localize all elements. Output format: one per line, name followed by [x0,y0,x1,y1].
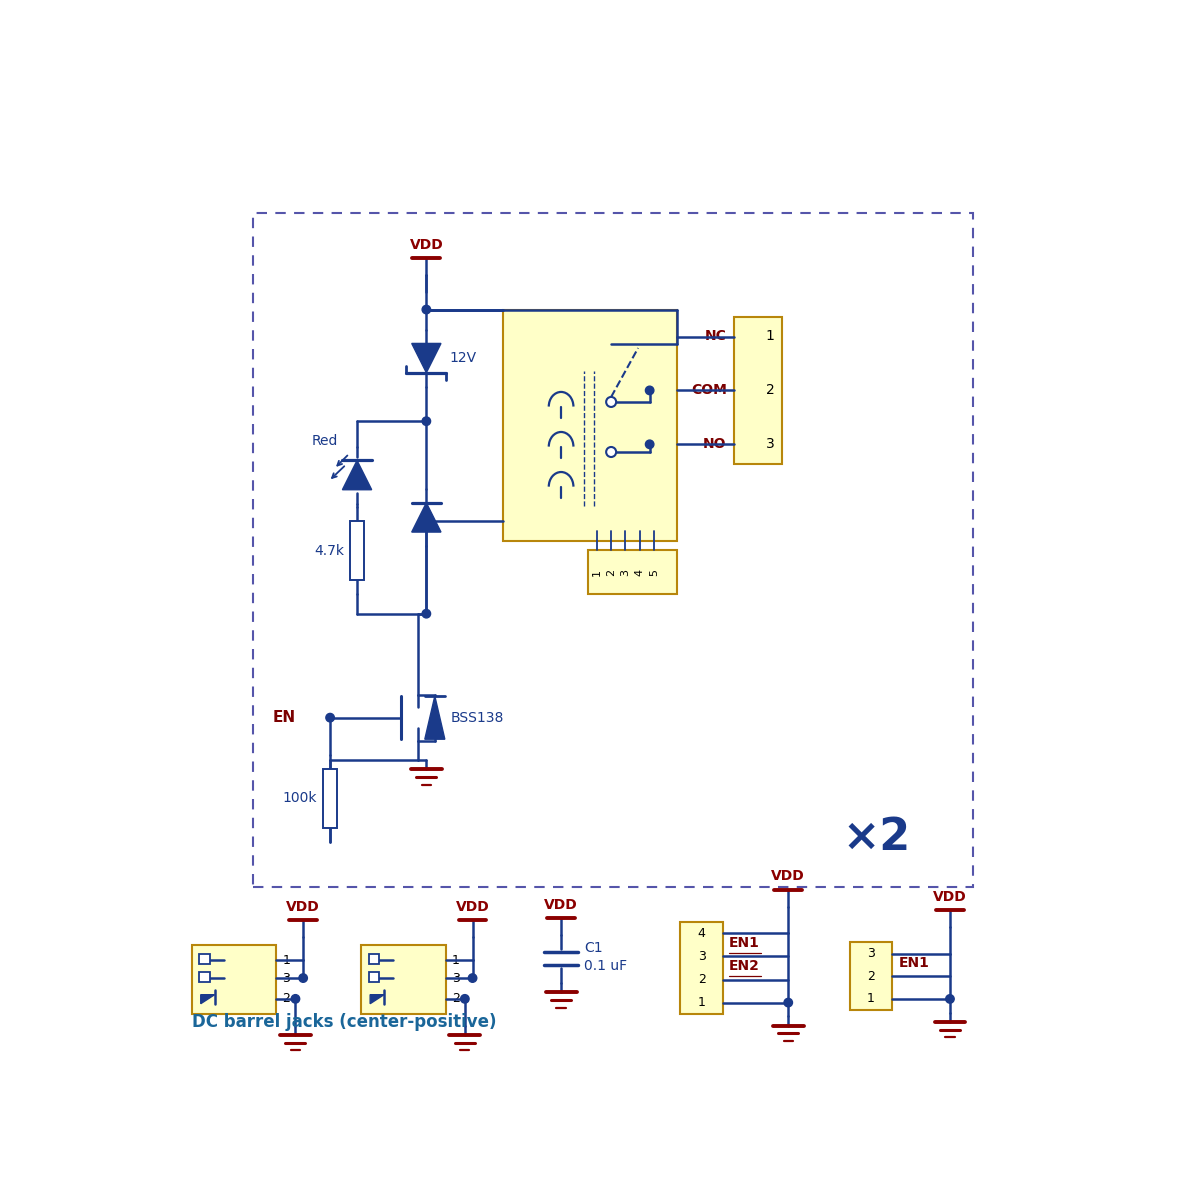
Text: EN: EN [272,710,295,725]
Circle shape [646,386,654,395]
Bar [503,310,677,540]
Bar [253,214,973,887]
Circle shape [292,995,300,1003]
Bar [368,954,379,964]
Circle shape [422,416,431,426]
Text: 3: 3 [282,972,290,984]
Bar [680,922,722,1014]
Text: BSS138: BSS138 [450,710,504,725]
Polygon shape [425,696,445,739]
Text: 3: 3 [766,437,774,451]
Text: 1: 1 [451,954,460,966]
Bar [323,769,337,828]
Circle shape [784,998,792,1007]
Text: 4.7k: 4.7k [314,544,344,558]
Text: 100k: 100k [282,792,317,805]
Circle shape [606,397,616,407]
Text: 1: 1 [592,569,602,576]
Text: VDD: VDD [409,238,443,252]
Text: 1: 1 [282,954,290,966]
Text: NO: NO [703,437,727,451]
Text: 1: 1 [868,992,875,1006]
Text: Red: Red [312,434,338,448]
Bar [199,954,210,964]
Text: EN1: EN1 [728,936,760,950]
Circle shape [646,440,654,449]
Text: 3: 3 [451,972,460,984]
Bar [588,550,677,594]
Circle shape [461,995,469,1003]
Circle shape [946,995,954,1003]
Text: VDD: VDD [545,899,578,912]
Circle shape [422,305,431,313]
Text: ×2: ×2 [842,816,911,858]
Circle shape [468,974,476,983]
Text: 3: 3 [697,950,706,962]
Circle shape [326,714,335,722]
Circle shape [422,610,431,618]
Text: VDD: VDD [456,900,490,914]
Text: 2: 2 [697,973,706,986]
Bar [734,317,782,463]
Text: 3: 3 [620,569,630,576]
Text: 2: 2 [766,384,774,397]
Text: 1: 1 [697,996,706,1009]
Polygon shape [342,461,372,490]
Bar [199,972,210,982]
Bar [850,942,893,1010]
Polygon shape [200,995,215,1003]
Text: 12V: 12V [450,352,476,365]
Text: NC: NC [704,330,727,343]
Text: DC barrel jacks (center-positive): DC barrel jacks (center-positive) [192,1013,496,1031]
Text: EN2: EN2 [728,959,760,973]
Circle shape [606,446,616,457]
Polygon shape [412,503,440,532]
Bar [192,944,276,1014]
Text: 2: 2 [451,992,460,1006]
Text: VDD: VDD [772,870,805,883]
Text: 4: 4 [697,926,706,940]
Text: C1: C1 [584,942,602,955]
Bar [361,944,445,1014]
Text: 5: 5 [649,569,659,576]
Bar [368,972,379,982]
Text: 0.1 uF: 0.1 uF [584,959,628,973]
Text: EN1: EN1 [899,956,929,970]
Text: 1: 1 [766,330,774,343]
Text: 2: 2 [606,569,616,576]
Text: 2: 2 [282,992,290,1006]
Polygon shape [370,995,384,1003]
Text: 2: 2 [868,970,875,983]
Bar [349,521,365,580]
Text: VDD: VDD [287,900,320,914]
Text: 4: 4 [635,569,644,576]
Circle shape [299,974,307,983]
Text: 3: 3 [868,947,875,960]
Polygon shape [412,343,440,373]
Text: VDD: VDD [934,889,967,904]
Text: COM: COM [691,384,727,397]
